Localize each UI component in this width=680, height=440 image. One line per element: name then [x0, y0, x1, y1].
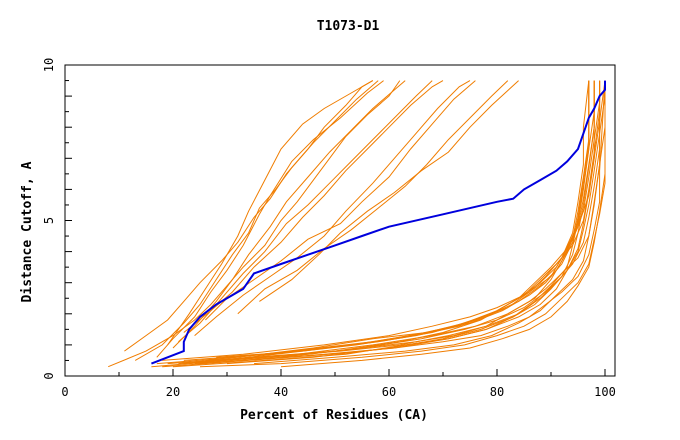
y-axis-label: Distance Cutoff, A [20, 161, 35, 302]
series-line-22 [226, 80, 590, 365]
x-tick-label: 60 [382, 385, 396, 399]
x-tick-label: 100 [594, 385, 616, 399]
series-line-30 [243, 80, 595, 361]
series-line-19 [194, 80, 595, 365]
series-line-5 [167, 80, 374, 346]
x-tick-label: 40 [274, 385, 288, 399]
series-layer [108, 80, 606, 368]
series-line-26 [280, 80, 606, 368]
series-line-24 [253, 80, 601, 365]
series-line-16 [167, 80, 601, 365]
y-tick-label: 10 [42, 58, 56, 72]
series-line-29 [178, 80, 601, 365]
series-line-20 [205, 80, 590, 361]
series-line-14 [156, 80, 606, 365]
series-line-10 [205, 80, 476, 321]
highlight-series-line [151, 80, 606, 365]
series-line-9 [194, 80, 471, 336]
series-line-2 [124, 80, 374, 352]
x-tick-label: 80 [490, 385, 504, 399]
series-line-4 [156, 80, 384, 358]
series-line-28 [210, 80, 590, 361]
series-line-12 [259, 80, 519, 302]
chart-title: T1073-D1 [317, 19, 380, 34]
x-axis-label: Percent of Residues (CA) [240, 408, 428, 423]
series-line-7 [178, 80, 433, 343]
series-line-13 [151, 80, 606, 368]
series-line-6 [172, 80, 406, 349]
y-tick-label: 0 [42, 372, 56, 379]
series-line-27 [189, 80, 595, 365]
x-tick-label: 20 [166, 385, 180, 399]
series-line-11 [237, 80, 509, 315]
y-tick-label: 5 [42, 217, 56, 224]
x-tick-label: 0 [61, 385, 68, 399]
series-line-15 [162, 80, 601, 361]
series-line-21 [216, 80, 590, 358]
series-line-18 [183, 80, 595, 361]
series-line-8 [183, 80, 444, 333]
